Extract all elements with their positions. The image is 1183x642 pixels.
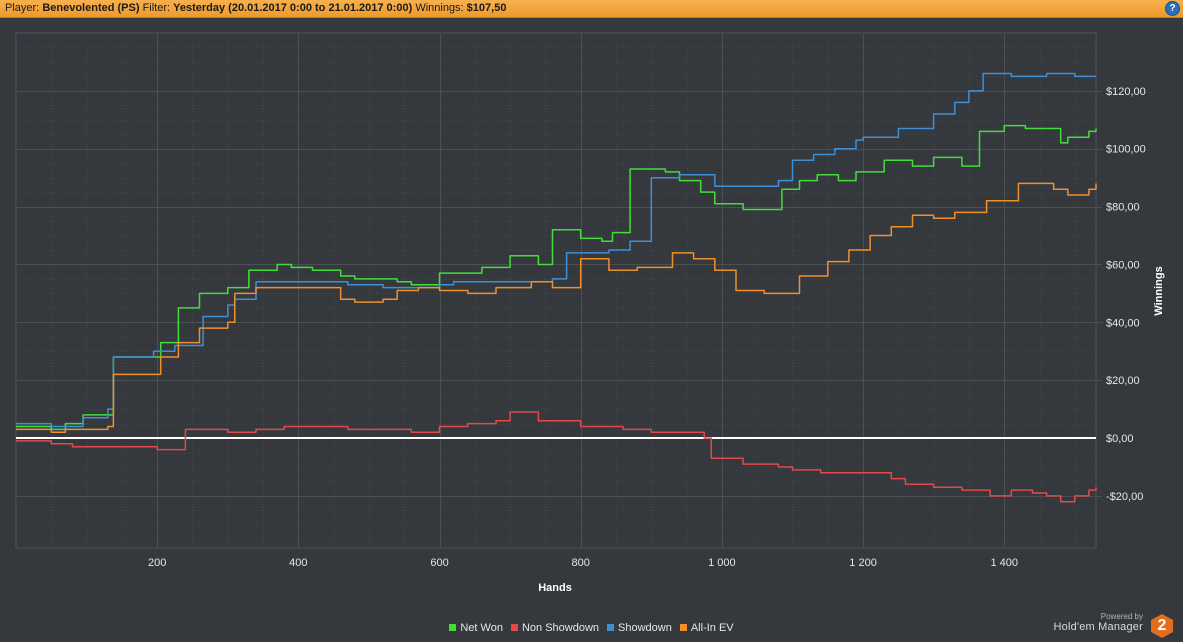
series-line-non-showdown [16, 411, 1097, 503]
y-tick-label: $120,00 [1106, 86, 1146, 98]
x-tick-label: 200 [148, 557, 166, 569]
legend-item-all-in-ev[interactable]: All-In EV [679, 622, 734, 634]
legend-label-showdown: Showdown [618, 622, 672, 634]
legend-item-non-showdown[interactable]: Non Showdown [510, 622, 600, 634]
x-tick-label: 1 200 [849, 557, 877, 569]
y-tick-label: $20,00 [1106, 375, 1140, 387]
y-tick-label: $60,00 [1106, 259, 1140, 271]
x-tick-label: 1 000 [708, 557, 736, 569]
y-axis-ticks: -$20,00 $0,00 $20,00 $40,00 $60,00 $80,00 $100… [1106, 86, 1146, 503]
x-tick-label: 800 [572, 557, 590, 569]
y-tick-label: $0,00 [1106, 433, 1134, 445]
x-tick-label: 1 400 [990, 557, 1018, 569]
legend-swatch-non-showdown [510, 623, 518, 631]
series-line-all-in-ev [16, 182, 1097, 434]
player-label: Player: [5, 2, 40, 14]
x-tick-label: 600 [430, 557, 448, 569]
legend-item-showdown[interactable]: Showdown [607, 622, 672, 634]
brand-name: Hold'em Manager [1053, 621, 1143, 633]
powered-by-text: Powered by [1100, 612, 1143, 621]
series-lines [16, 72, 1097, 503]
hem2-logo-icon: 2 [1151, 614, 1173, 638]
y-tick-label: $80,00 [1106, 202, 1140, 214]
legend-swatch-showdown [607, 623, 615, 631]
player-value[interactable]: Benevolented (PS) [42, 2, 140, 14]
series-line-showdown [16, 72, 1096, 428]
legend-label-non-showdown: Non Showdown [521, 622, 600, 634]
y-tick-label: $40,00 [1106, 317, 1140, 329]
legend-swatch-net-won [449, 623, 457, 631]
winnings-label: Winnings: [415, 2, 464, 14]
plot-frame [15, 32, 1097, 549]
legend-item-net-won[interactable]: Net Won [449, 622, 503, 634]
filter-value[interactable]: Yesterday (20.01.2017 0:00 to 21.01.2017… [173, 2, 413, 14]
winnings-value: $107,50 [466, 2, 507, 14]
filter-label: Filter: [142, 2, 171, 14]
report-header: Player: Benevolented (PS) Filter: Yester… [0, 0, 1183, 18]
legend-swatch-all-in-ev [679, 623, 687, 631]
y-tick-label: $100,00 [1106, 144, 1146, 156]
legend-label-all-in-ev: All-In EV [690, 622, 734, 634]
x-axis-title: Hands [538, 582, 572, 594]
y-axis-title: Winnings [1153, 266, 1165, 315]
y-tick-label: -$20,00 [1106, 491, 1143, 503]
x-tick-label: 400 [289, 557, 307, 569]
chart-legend: Net Won Non Showdown Showdown All-In EV [0, 622, 1183, 636]
x-axis-ticks: 200 400 600 800 1 000 1 200 1 400 [148, 557, 1018, 569]
series-line-net-won [16, 124, 1097, 431]
major-gridlines [16, 33, 1102, 548]
minor-gridlines [15, 32, 1097, 549]
legend-label-net-won: Net Won [460, 622, 503, 634]
help-icon[interactable]: ? [1165, 1, 1180, 16]
